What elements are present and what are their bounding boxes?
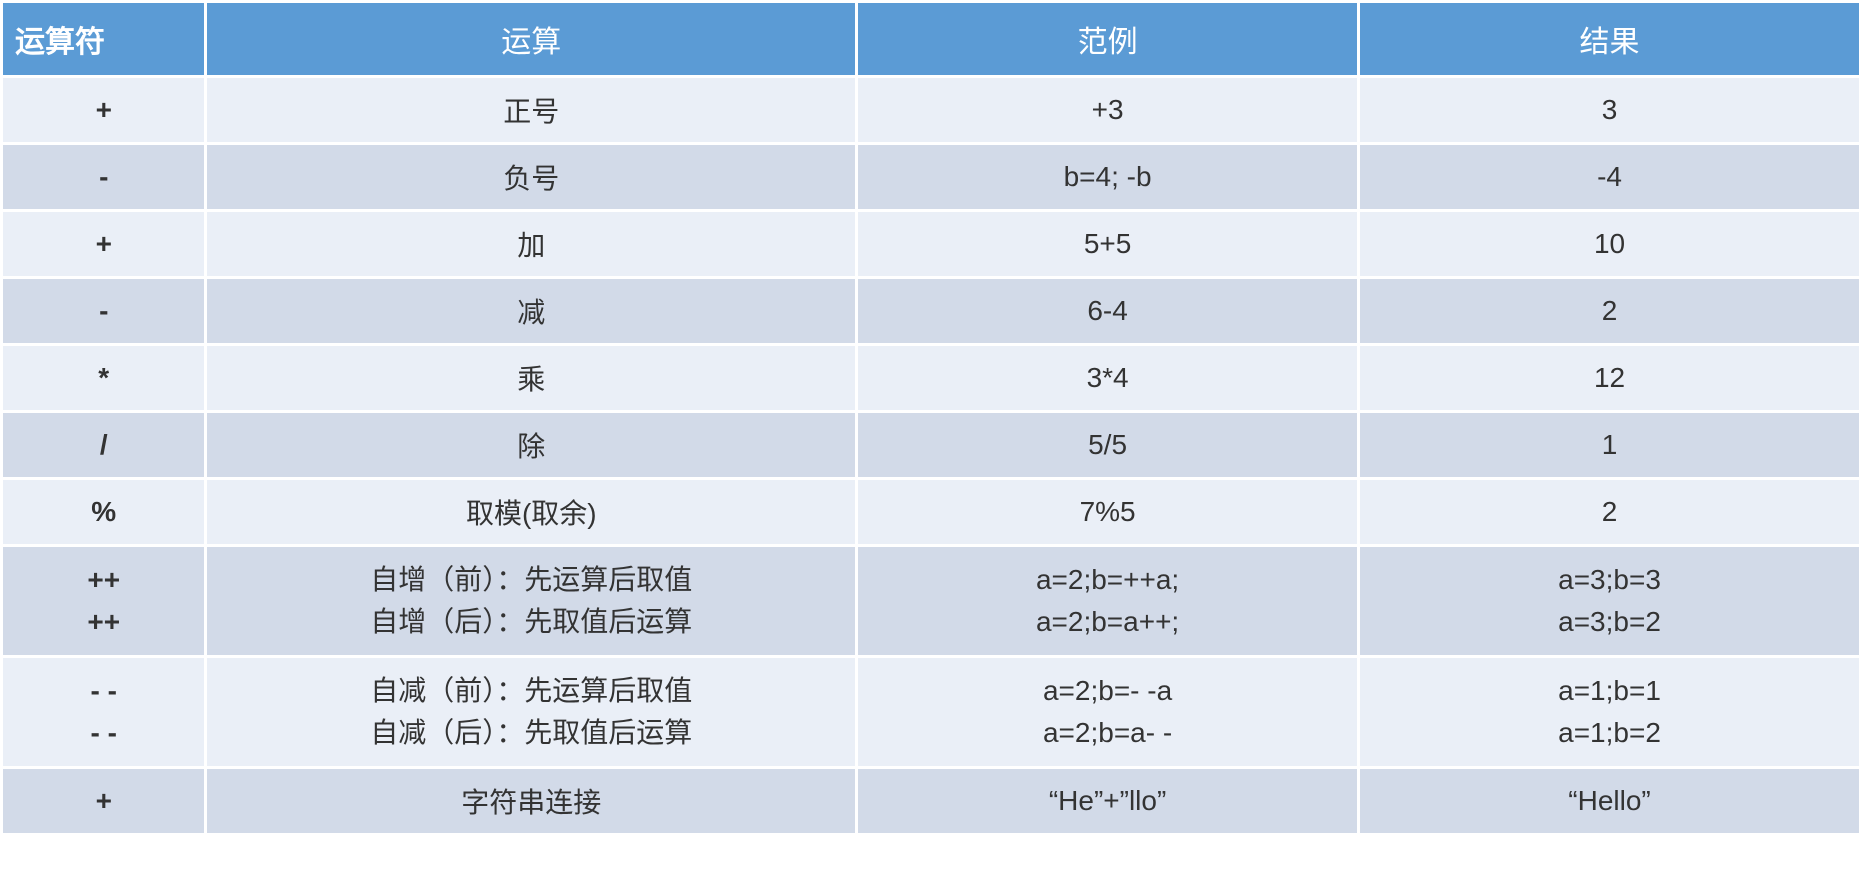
cell-result: a=1;b=1a=1;b=2	[1359, 657, 1861, 768]
cell-result: 12	[1359, 345, 1861, 412]
table-row: -减6-42	[2, 278, 1861, 345]
header-row: 运算符 运算 范例 结果	[2, 2, 1861, 77]
table-row: +正号+33	[2, 77, 1861, 144]
cell-operation: 取模(取余)	[206, 479, 857, 546]
cell-result: 10	[1359, 211, 1861, 278]
cell-operation: 除	[206, 412, 857, 479]
col-header-example: 范例	[857, 2, 1359, 77]
cell-example: +3	[857, 77, 1359, 144]
cell-example: b=4; -b	[857, 144, 1359, 211]
table-row: ++++自增（前）：先运算后取值自增（后）：先取值后运算a=2;b=++a;a=…	[2, 546, 1861, 657]
cell-result: 2	[1359, 278, 1861, 345]
cell-operator: -	[2, 144, 206, 211]
cell-example: 6-4	[857, 278, 1359, 345]
cell-operator: +	[2, 768, 206, 835]
table-header: 运算符 运算 范例 结果	[2, 2, 1861, 77]
cell-result: -4	[1359, 144, 1861, 211]
cell-operator: -	[2, 278, 206, 345]
table-row: *乘3*412	[2, 345, 1861, 412]
col-header-result: 结果	[1359, 2, 1861, 77]
cell-result: 2	[1359, 479, 1861, 546]
col-header-operator: 运算符	[2, 2, 206, 77]
operators-table: 运算符 运算 范例 结果 +正号+33-负号b=4; -b-4+加5+510-减…	[0, 0, 1862, 836]
cell-example: 7%5	[857, 479, 1359, 546]
cell-example: 5/5	[857, 412, 1359, 479]
table-row: /除5/51	[2, 412, 1861, 479]
cell-operator: +	[2, 211, 206, 278]
cell-operator: ++++	[2, 546, 206, 657]
cell-operator: - -- -	[2, 657, 206, 768]
cell-operation: 减	[206, 278, 857, 345]
col-header-operation: 运算	[206, 2, 857, 77]
cell-operation: 加	[206, 211, 857, 278]
cell-example: a=2;b=- -aa=2;b=a- -	[857, 657, 1359, 768]
cell-result: a=3;b=3a=3;b=2	[1359, 546, 1861, 657]
cell-operator: %	[2, 479, 206, 546]
cell-operator: *	[2, 345, 206, 412]
cell-operator: /	[2, 412, 206, 479]
cell-operation: 自减（前）：先运算后取值自减（后）：先取值后运算	[206, 657, 857, 768]
table-row: - -- -自减（前）：先运算后取值自减（后）：先取值后运算a=2;b=- -a…	[2, 657, 1861, 768]
cell-operation: 正号	[206, 77, 857, 144]
table-row: +字符串连接“He”+”llo”“Hello”	[2, 768, 1861, 835]
table-row: %取模(取余)7%52	[2, 479, 1861, 546]
cell-operation: 负号	[206, 144, 857, 211]
cell-operation: 自增（前）：先运算后取值自增（后）：先取值后运算	[206, 546, 857, 657]
cell-result: “Hello”	[1359, 768, 1861, 835]
cell-example: a=2;b=++a;a=2;b=a++;	[857, 546, 1359, 657]
cell-example: 3*4	[857, 345, 1359, 412]
cell-example: 5+5	[857, 211, 1359, 278]
table-row: -负号b=4; -b-4	[2, 144, 1861, 211]
table-body: +正号+33-负号b=4; -b-4+加5+510-减6-42*乘3*412/除…	[2, 77, 1861, 835]
cell-example: “He”+”llo”	[857, 768, 1359, 835]
cell-operator: +	[2, 77, 206, 144]
cell-result: 1	[1359, 412, 1861, 479]
cell-result: 3	[1359, 77, 1861, 144]
cell-operation: 字符串连接	[206, 768, 857, 835]
cell-operation: 乘	[206, 345, 857, 412]
table-row: +加5+510	[2, 211, 1861, 278]
